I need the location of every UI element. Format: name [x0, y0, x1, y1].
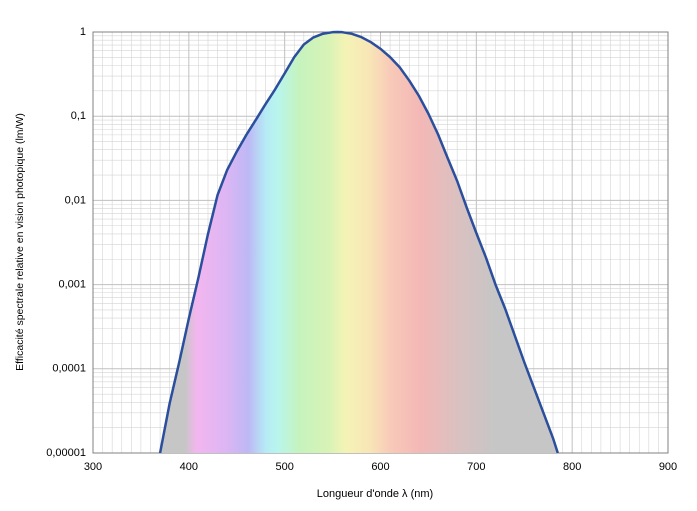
x-tick-label: 600 — [371, 461, 389, 473]
y-tick-label: 1 — [80, 26, 86, 38]
y-tick-label: 0,00001 — [46, 447, 86, 459]
y-tick-label: 0,0001 — [52, 363, 86, 375]
x-tick-label: 500 — [275, 461, 293, 473]
area — [160, 32, 558, 453]
y-axis-title: Efficacité spectrale relative en vision … — [14, 113, 26, 371]
x-tick-label: 900 — [659, 461, 677, 473]
x-axis-title: Longueur d'onde λ (nm) — [317, 488, 433, 500]
y-tick-label: 0,01 — [65, 194, 86, 206]
y-tick-label: 0,001 — [58, 279, 86, 291]
x-tick-label: 300 — [84, 461, 102, 473]
line — [158, 30, 559, 454]
x-tick-label: 800 — [563, 461, 581, 473]
x-tick-label: 700 — [467, 461, 485, 473]
x-tick-label: 400 — [180, 461, 198, 473]
y-tick-label: 0,1 — [71, 110, 86, 122]
